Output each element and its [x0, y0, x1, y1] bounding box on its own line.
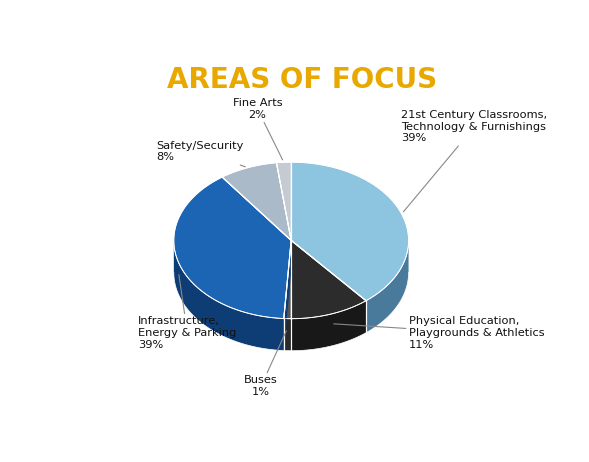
Polygon shape [284, 240, 291, 351]
Polygon shape [291, 240, 366, 333]
Polygon shape [284, 240, 291, 351]
Polygon shape [366, 242, 409, 333]
Polygon shape [291, 240, 366, 319]
Text: 21st Century Classrooms,
Technology & Furnishings
39%: 21st Century Classrooms, Technology & Fu… [402, 110, 548, 212]
Polygon shape [284, 240, 291, 319]
Polygon shape [174, 242, 284, 351]
Polygon shape [284, 318, 291, 351]
Polygon shape [174, 177, 291, 318]
Polygon shape [291, 240, 366, 333]
Polygon shape [276, 162, 291, 240]
Text: Buses
1%: Buses 1% [244, 331, 286, 397]
Text: Fine Arts
2%: Fine Arts 2% [233, 98, 283, 160]
Text: Infrastructure,
Energy & Parking
39%: Infrastructure, Energy & Parking 39% [138, 274, 237, 350]
Polygon shape [291, 162, 409, 301]
Text: AREAS OF FOCUS: AREAS OF FOCUS [167, 66, 437, 94]
Text: Safety/Security
8%: Safety/Security 8% [156, 141, 246, 167]
Text: Physical Education,
Playgrounds & Athletics
11%: Physical Education, Playgrounds & Athlet… [334, 316, 544, 350]
Polygon shape [222, 163, 291, 240]
Polygon shape [291, 301, 366, 351]
